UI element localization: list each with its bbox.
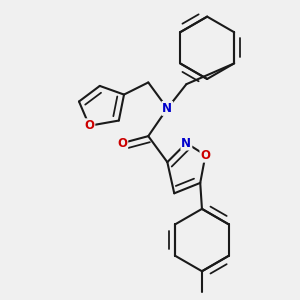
Text: O: O	[117, 136, 127, 150]
Text: N: N	[182, 136, 191, 150]
Text: N: N	[162, 102, 172, 115]
Text: O: O	[84, 119, 94, 132]
Text: O: O	[200, 149, 210, 162]
